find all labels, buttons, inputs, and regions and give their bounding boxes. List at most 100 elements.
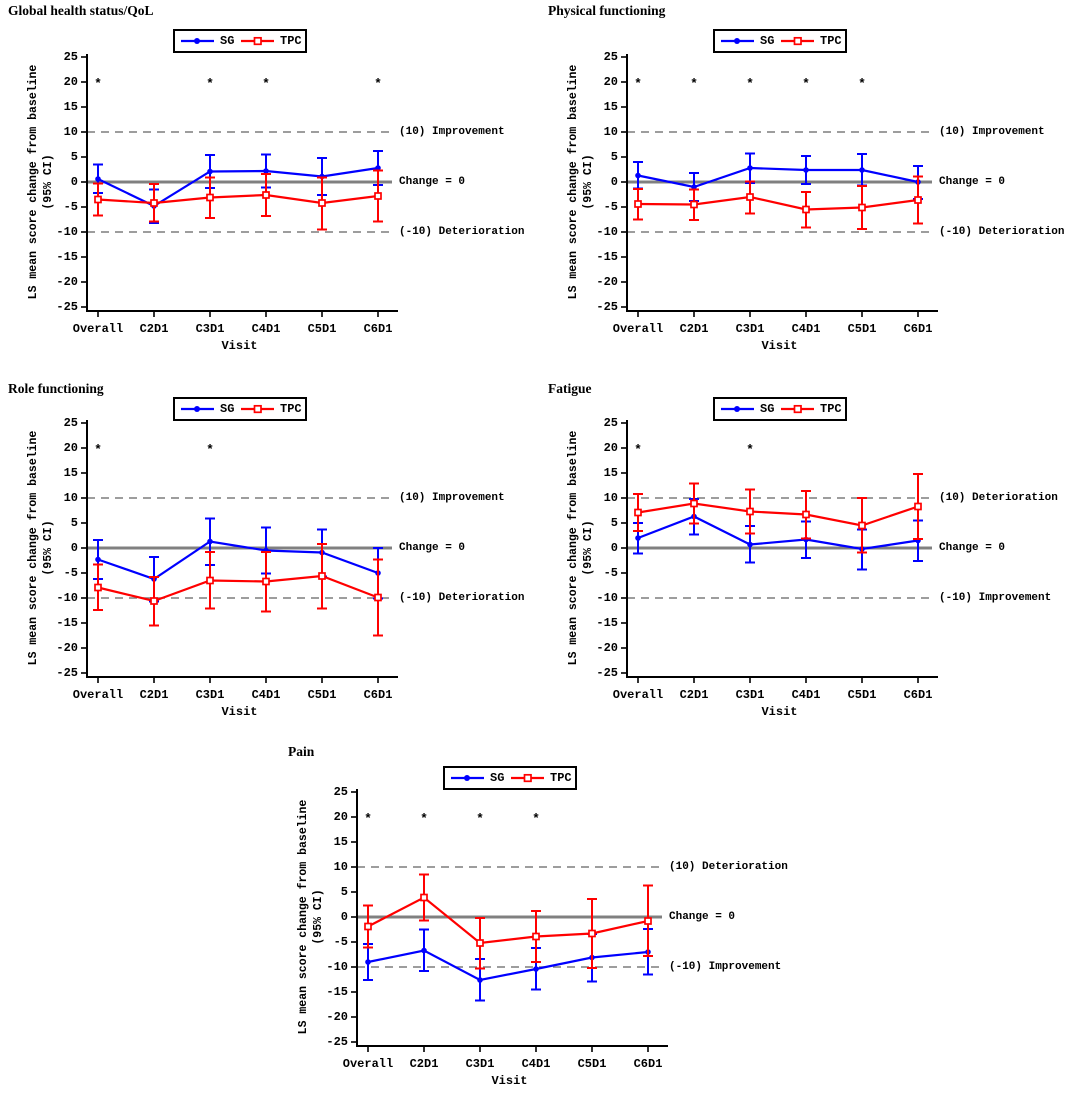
zero-annotation: Change = 0	[399, 542, 465, 554]
upper-annotation: (10) Deterioration	[939, 492, 1058, 504]
legend-label-tpc: TPC	[550, 771, 572, 785]
data-point-marker	[206, 576, 214, 585]
y-tick-label: 10	[604, 491, 618, 505]
data-point-marker	[859, 167, 865, 173]
data-point-marker	[476, 939, 484, 947]
x-tick-label: C2D1	[140, 322, 169, 336]
y-tick-label: 0	[71, 541, 78, 555]
y-tick-label: -25	[596, 300, 618, 314]
data-point-marker	[375, 165, 381, 171]
y-tick-label: 20	[604, 75, 618, 89]
y-tick-label: 15	[604, 100, 618, 114]
upper-annotation: (10) Improvement	[399, 492, 505, 504]
data-point-marker	[365, 959, 371, 965]
y-tick-label: -20	[326, 1010, 348, 1024]
significance-asterisk: *	[634, 77, 642, 92]
legend-label-sg: SG	[220, 402, 234, 416]
lower-annotation: (-10) Deterioration	[399, 226, 524, 238]
data-point-marker	[318, 199, 326, 207]
reference-lines	[87, 131, 392, 233]
reference-lines	[627, 497, 932, 599]
y-tick-label: 20	[604, 441, 618, 455]
y-tick-label: 5	[611, 150, 618, 164]
data-point-marker	[263, 168, 269, 174]
chart-canvas-pain: (10) Deterioration Change = 0 (-10) Improv…	[297, 766, 788, 1088]
y-tick-label: 10	[64, 125, 78, 139]
x-axis: Overall C2D1 C3D1 C4D1 C5D1 C6D1 Visit	[343, 1045, 668, 1088]
zero-annotation: Change = 0	[939, 542, 1005, 554]
x-tick-label: C3D1	[736, 688, 765, 702]
legend-marker-sg	[464, 775, 470, 781]
data-point-marker	[421, 947, 427, 954]
x-axis-title: Visit	[761, 339, 797, 353]
series-line	[367, 949, 649, 982]
upper-annotation: (10) Improvement	[939, 126, 1045, 138]
y-tick-label: 20	[64, 441, 78, 455]
data-point-marker	[644, 917, 652, 925]
data-point-marker	[262, 577, 270, 586]
x-tick-label: Overall	[73, 688, 123, 702]
x-tick-label: C2D1	[140, 688, 169, 702]
y-tick-label: -20	[596, 641, 618, 655]
panel-title: Global health status/QoL	[8, 3, 154, 18]
y-tick-label: -5	[604, 566, 618, 580]
annotations: (10) Improvement Change = 0 (-10) Deterior…	[399, 492, 524, 604]
data-point-marker	[803, 167, 809, 173]
legend: SG TPC	[443, 766, 577, 790]
y-axis-title: LS mean score change from baseline	[567, 431, 580, 666]
chart-panel-physical-functioning: (10) Improvement Change = 0 (-10) Deterior…	[540, 0, 1080, 360]
significance-asterisk: *	[364, 812, 372, 827]
series-line	[637, 515, 919, 551]
significance-asterisk: *	[690, 77, 698, 92]
x-axis: Overall C2D1 C3D1 C4D1 C5D1 C6D1 Visit	[613, 310, 938, 353]
reference-lines	[627, 131, 932, 233]
y-axis-title: LS mean score change from baseline	[27, 431, 40, 666]
significance-markers: * *	[94, 443, 214, 458]
y-axis: 25 20 15 10 5 0 -5 -10 -15 -20 -25 LS mean score ch…	[567, 416, 628, 680]
panel-title: Role functioning	[8, 381, 104, 396]
data-point-marker	[747, 541, 753, 548]
data-point-marker	[95, 556, 101, 563]
annotations: (10) Improvement Change = 0 (-10) Deterior…	[939, 126, 1064, 238]
y-tick-label: -15	[56, 616, 78, 630]
x-tick-label: C6D1	[904, 322, 933, 336]
series-tpc	[93, 543, 383, 637]
significance-asterisk: *	[420, 812, 428, 827]
significance-asterisk: *	[532, 812, 540, 827]
significance-asterisk: *	[476, 812, 484, 827]
legend-marker-tpc	[793, 36, 802, 46]
legend: SG TPC	[173, 29, 307, 53]
chart-canvas-role-functioning: (10) Improvement Change = 0 (-10) Deterior…	[27, 397, 524, 719]
legend-marker-tpc	[253, 36, 262, 46]
legend-label-tpc: TPC	[280, 34, 302, 48]
legend-marker-tpc	[793, 404, 802, 414]
data-point-marker	[690, 200, 698, 209]
y-tick-label: -15	[596, 616, 618, 630]
x-tick-label: C3D1	[196, 688, 225, 702]
series-tpc	[633, 175, 923, 230]
x-tick-label: C2D1	[680, 688, 709, 702]
data-point-marker	[150, 199, 158, 207]
legend-label-tpc: TPC	[820, 34, 842, 48]
data-point-marker	[262, 191, 270, 199]
significance-markers: * * * *	[94, 77, 382, 92]
y-tick-label: -25	[326, 1035, 348, 1049]
y-axis: 25 20 15 10 5 0 -5 -10 -15 -20 -25 LS mean score ch…	[27, 50, 88, 314]
x-tick-label: C4D1	[522, 1057, 551, 1071]
data-point-marker	[634, 200, 642, 208]
data-point-marker	[690, 499, 698, 508]
data-point-marker	[802, 510, 810, 519]
significance-markers: * *	[634, 443, 754, 458]
series-sg	[633, 152, 923, 202]
panel-title: Fatigue	[548, 381, 592, 396]
y-tick-label: -15	[596, 250, 618, 264]
y-tick-label: 25	[604, 50, 618, 64]
series-tpc	[93, 169, 383, 231]
chart-canvas-physical-functioning: (10) Improvement Change = 0 (-10) Deterior…	[567, 29, 1064, 353]
legend-box	[713, 397, 847, 421]
legend-marker-sg	[734, 406, 740, 412]
x-tick-label: C6D1	[634, 1057, 663, 1071]
significance-asterisk: *	[802, 77, 810, 92]
x-tick-label: Overall	[613, 322, 663, 336]
x-tick-label: C3D1	[196, 322, 225, 336]
